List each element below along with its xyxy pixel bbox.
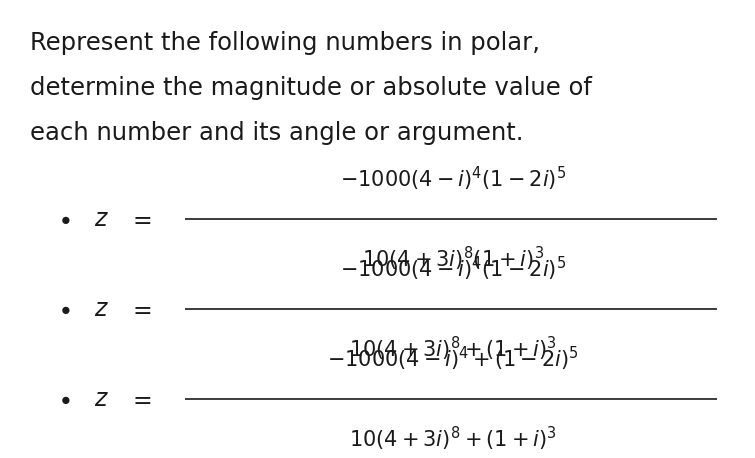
Text: $\bullet$: $\bullet$ [57,387,71,411]
Text: Represent the following numbers in polar,: Represent the following numbers in polar… [30,31,540,55]
Text: $z$: $z$ [94,207,109,231]
Text: $-1000(4-i)^{4}(1-2i)^{5}$: $-1000(4-i)^{4}(1-2i)^{5}$ [340,165,566,193]
Text: $z$: $z$ [94,297,109,321]
Text: $\bullet$: $\bullet$ [57,207,71,231]
Text: $=$: $=$ [128,387,152,411]
Text: $\bullet$: $\bullet$ [57,297,71,321]
Text: $=$: $=$ [128,297,152,321]
Text: $10(4+3i)^{8}(1+i)^{3}$: $10(4+3i)^{8}(1+i)^{3}$ [362,245,544,273]
Text: $10(4+3i)^{8}+(1+i)^{3}$: $10(4+3i)^{8}+(1+i)^{3}$ [349,425,556,453]
Text: $10(4+3i)^{8}+(1+i)^{3}$: $10(4+3i)^{8}+(1+i)^{3}$ [349,335,556,363]
Text: determine the magnitude or absolute value of: determine the magnitude or absolute valu… [30,76,592,100]
Text: $-1000(4-i)^{4}+(1-2i)^{5}$: $-1000(4-i)^{4}+(1-2i)^{5}$ [327,345,579,373]
Text: $=$: $=$ [128,207,152,231]
Text: $-1000(4-i)^{4}(1-2i)^{5}$: $-1000(4-i)^{4}(1-2i)^{5}$ [340,255,566,283]
Text: each number and its angle or argument.: each number and its angle or argument. [30,121,524,145]
Text: $z$: $z$ [94,387,109,411]
